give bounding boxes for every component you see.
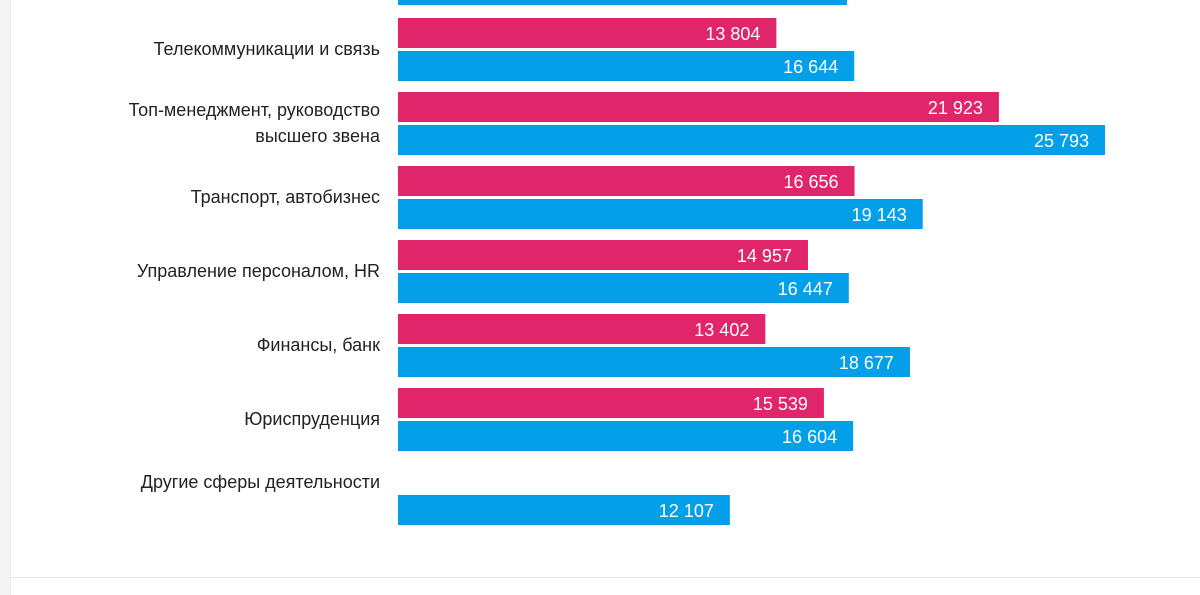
category-label: Финансы, банк <box>257 335 380 355</box>
category-label: Топ-менеджмент, руководство <box>129 100 380 120</box>
left-panel-border <box>0 0 11 595</box>
category-label: Юриспруденция <box>244 409 380 429</box>
bar-series-a <box>398 240 808 270</box>
bar-series-a <box>398 166 855 196</box>
bar-series-b <box>398 51 855 81</box>
bar-series-a <box>398 314 766 344</box>
category-label: Управление персоналом, HR <box>137 261 380 281</box>
bar-value-label-a: 21 923 <box>928 98 983 118</box>
bar-value-label-a: 16 656 <box>783 172 838 192</box>
bar-value-label-a: 15 539 <box>753 394 808 414</box>
bar-series-b <box>398 199 923 229</box>
bar-value-label-a: 13 804 <box>705 24 760 44</box>
bar-series-b <box>398 273 849 303</box>
bar-value-label-b: 16 644 <box>783 57 838 77</box>
bar-series-a <box>398 92 999 122</box>
bar-series-b <box>398 347 910 377</box>
category-label: Другие сферы деятельности <box>141 472 380 492</box>
category-label: высшего звена <box>255 126 381 146</box>
bar-value-label-b: 16 604 <box>782 427 837 447</box>
bar-value-label-b: 16 447 <box>778 279 833 299</box>
bar-value-label-b: 19 143 <box>852 205 907 225</box>
bar-series-b <box>398 495 730 525</box>
bar-value-label-b: 25 793 <box>1034 131 1089 151</box>
bar-series-b <box>398 125 1105 155</box>
category-label: Телекоммуникации и связь <box>154 39 380 59</box>
bar-value-label-b: 12 107 <box>659 501 714 521</box>
bar-value-label-b: 18 677 <box>839 353 894 373</box>
bar-value-label-a: 13 402 <box>694 320 749 340</box>
bar-series-a <box>398 18 777 48</box>
footer-area <box>11 578 1200 595</box>
bar-value-label-a: 14 957 <box>737 246 792 266</box>
bar-partial <box>398 0 847 5</box>
bar-series-a <box>398 388 824 418</box>
category-label: Транспорт, автобизнес <box>191 187 380 207</box>
bottom-divider <box>11 577 1200 578</box>
bar-series-b <box>398 421 854 451</box>
